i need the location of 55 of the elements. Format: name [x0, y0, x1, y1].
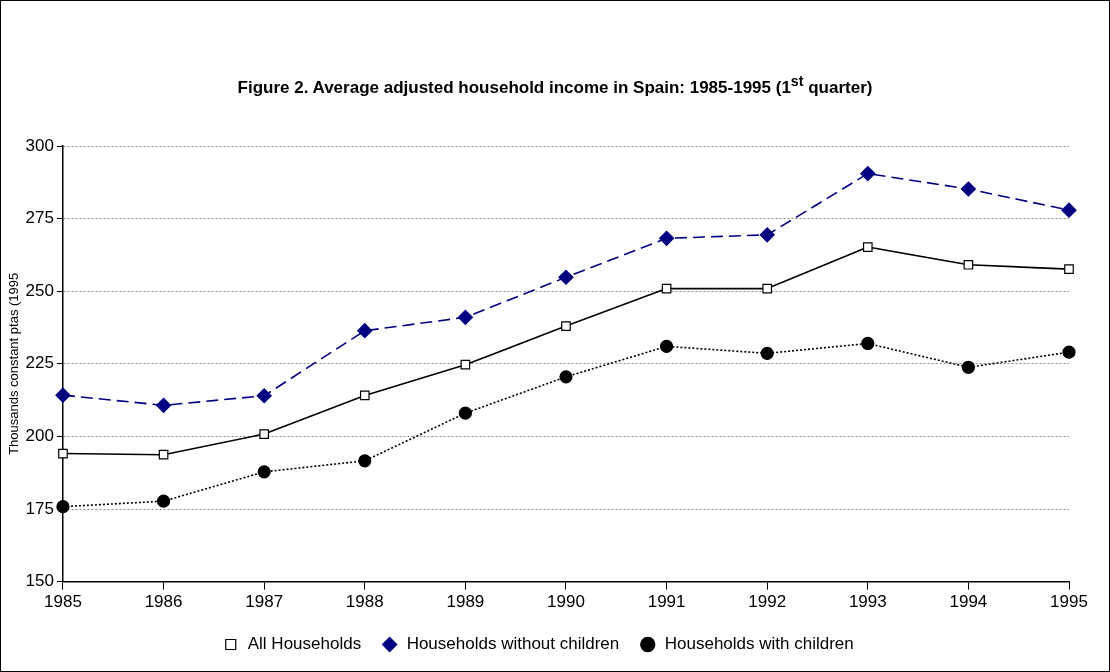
x-tick-label: 1989 [446, 592, 485, 612]
point [155, 397, 172, 413]
y-tick-label: 225 [25, 353, 54, 373]
point [1061, 202, 1077, 218]
point [58, 448, 68, 459]
point [760, 346, 774, 360]
point [56, 500, 70, 514]
point [358, 454, 372, 468]
point [759, 227, 775, 243]
y-tick-label: 150 [25, 571, 54, 591]
point [259, 429, 270, 439]
point [156, 494, 171, 508]
point [1064, 264, 1074, 274]
point [256, 388, 272, 404]
x-tick-label: 1994 [949, 592, 988, 612]
point [359, 390, 370, 401]
point [55, 387, 71, 403]
x-tick-label: 1991 [647, 592, 686, 612]
y-tick-label: 200 [25, 426, 54, 446]
point [860, 165, 876, 182]
point [257, 465, 271, 479]
point [458, 406, 472, 420]
point [1062, 345, 1076, 359]
point [963, 259, 974, 270]
point [158, 449, 169, 460]
point [960, 181, 976, 197]
x-tick-label: 1986 [144, 592, 183, 612]
x-tick-label: 1995 [1050, 592, 1088, 612]
point [559, 370, 573, 384]
y-axis-title: Thousands constant ptas (1995 [6, 272, 22, 455]
point [658, 230, 675, 246]
chart-title: Figure 2. Average adjusted household income in Spain: 1985-1995 (1$^{st}$ quarter) [236, 73, 874, 98]
legend-label: Households without children [406, 634, 620, 654]
point [357, 323, 373, 339]
legend-label: Households with children [664, 634, 854, 654]
point [558, 269, 574, 285]
point [862, 242, 873, 252]
x-tick-label: 1988 [345, 592, 384, 612]
point [961, 360, 975, 374]
x-tick-label: 1992 [748, 592, 787, 612]
point [457, 309, 473, 325]
point [460, 359, 471, 370]
point [561, 321, 571, 331]
x-tick-label: 1990 [547, 592, 585, 612]
point [861, 336, 875, 351]
x-tick-label: 1985 [44, 592, 82, 612]
y-tick-label: 275 [25, 208, 54, 228]
point [762, 283, 773, 294]
y-tick-label: 250 [25, 280, 54, 300]
point [659, 339, 674, 353]
x-tick-label: 1993 [848, 592, 887, 612]
legend-label: All Households [247, 634, 362, 654]
y-tick-label: 175 [25, 498, 54, 518]
y-tick-label: 300 [25, 135, 54, 155]
x-tick-label: 1987 [245, 592, 284, 612]
